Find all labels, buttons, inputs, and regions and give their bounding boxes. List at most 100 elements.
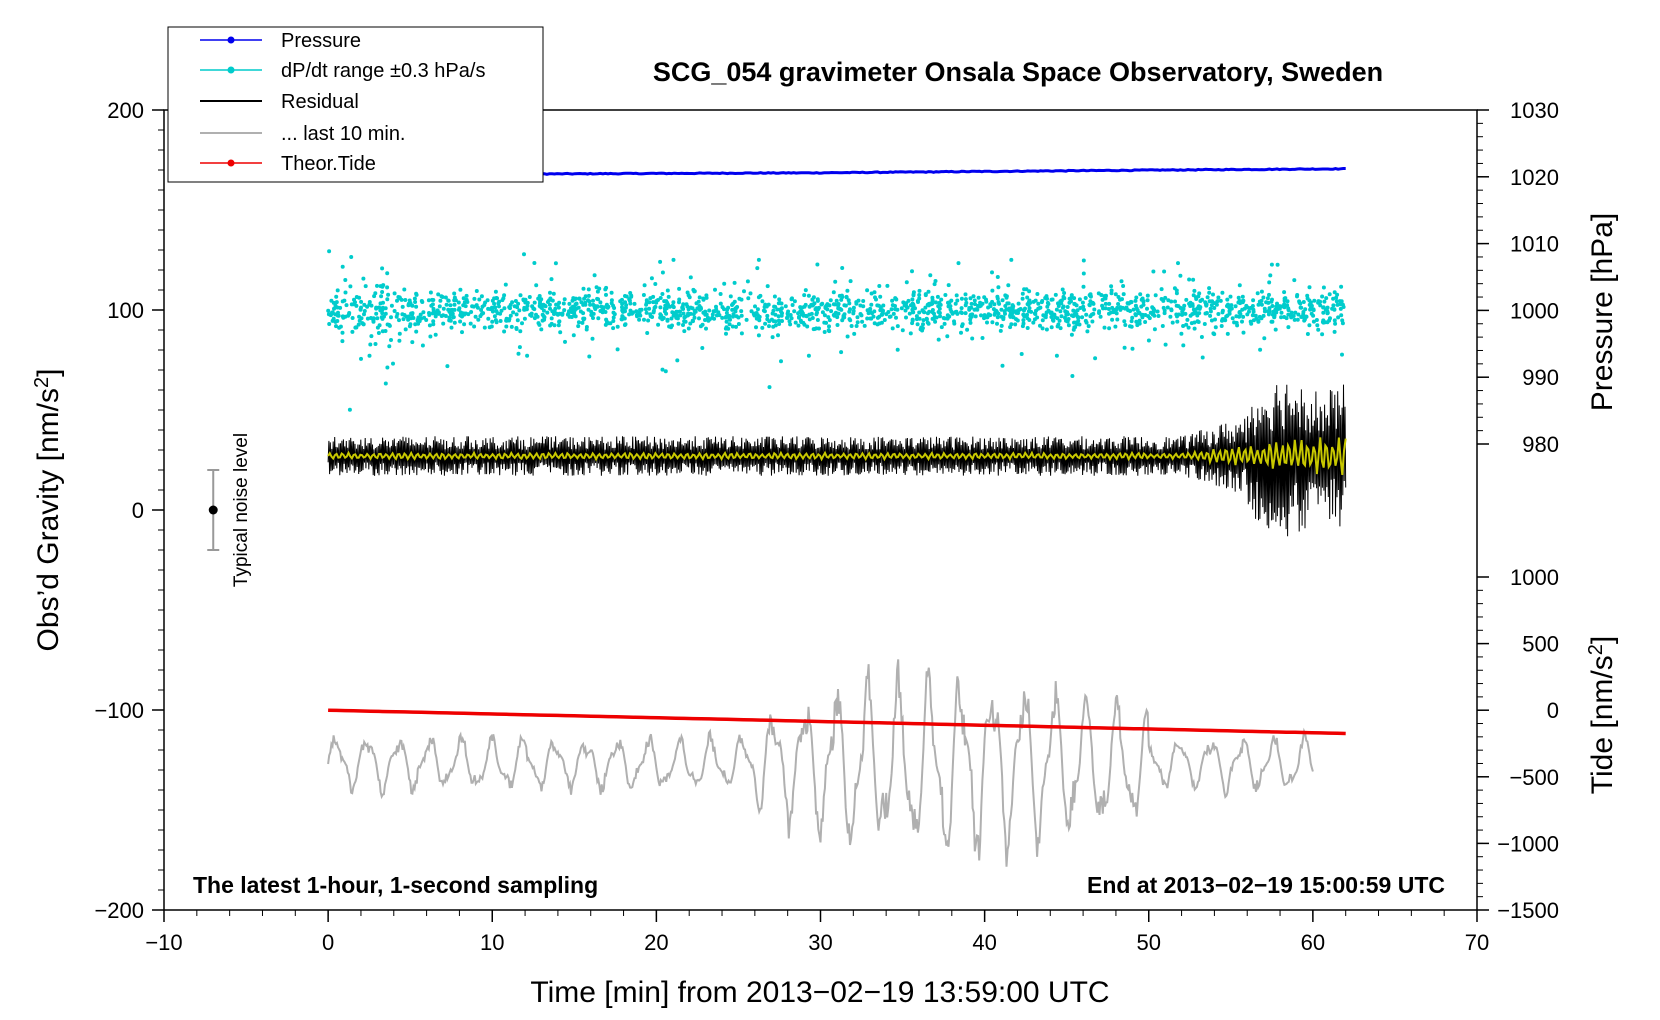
dpdt-point bbox=[1081, 304, 1086, 309]
dpdt-point bbox=[762, 309, 767, 314]
dpdt-point bbox=[1339, 299, 1344, 304]
dpdt-point bbox=[1146, 338, 1151, 343]
dpdt-point bbox=[1168, 314, 1173, 319]
dpdt-point bbox=[1137, 321, 1142, 326]
dpdt-point bbox=[1137, 318, 1142, 323]
dpdt-point bbox=[427, 323, 432, 328]
dpdt-point bbox=[720, 305, 725, 310]
dpdt-point bbox=[414, 329, 419, 334]
dpdt-point bbox=[986, 305, 991, 310]
dpdt-point bbox=[1055, 324, 1060, 329]
dpdt-point bbox=[341, 315, 346, 320]
dpdt-point bbox=[1022, 314, 1027, 319]
y-left-tick-label: 0 bbox=[132, 498, 144, 523]
dpdt-point bbox=[516, 301, 521, 306]
dpdt-point bbox=[736, 315, 741, 320]
dpdt-point bbox=[1126, 301, 1131, 306]
dpdt-point bbox=[631, 310, 636, 315]
dpdt-point bbox=[1119, 279, 1124, 284]
dpdt-point bbox=[1019, 352, 1024, 356]
dpdt-point bbox=[948, 307, 953, 312]
dpdt-point bbox=[1180, 312, 1185, 317]
dpdt-point bbox=[350, 329, 355, 334]
dpdt-point bbox=[1009, 257, 1014, 262]
dpdt-point bbox=[900, 328, 905, 333]
annotation-sampling: The latest 1-hour, 1-second sampling bbox=[193, 872, 598, 898]
dpdt-point bbox=[1275, 262, 1280, 267]
dpdt-point bbox=[458, 319, 463, 324]
dpdt-point bbox=[688, 311, 693, 316]
dpdt-point bbox=[1085, 329, 1090, 334]
dpdt-point bbox=[385, 297, 390, 302]
dpdt-point bbox=[1044, 327, 1049, 332]
dpdt-point bbox=[1295, 294, 1299, 299]
dpdt-point bbox=[525, 353, 530, 358]
dpdt-point bbox=[376, 331, 381, 335]
dpdt-point bbox=[1178, 306, 1183, 310]
dpdt-point bbox=[893, 304, 897, 308]
dpdt-point bbox=[1286, 325, 1291, 330]
dpdt-point bbox=[1296, 312, 1301, 317]
dpdt-point bbox=[1122, 319, 1127, 324]
dpdt-point bbox=[1316, 327, 1321, 332]
dpdt-point bbox=[637, 317, 642, 322]
dpdt-point bbox=[904, 315, 908, 320]
dpdt-point bbox=[470, 304, 475, 309]
dpdt-point bbox=[1198, 299, 1203, 303]
dpdt-point bbox=[868, 306, 873, 311]
dpdt-point bbox=[463, 304, 468, 309]
dpdt-point bbox=[1251, 307, 1256, 312]
dpdt-point bbox=[1320, 320, 1325, 324]
dpdt-point bbox=[482, 325, 487, 330]
dpdt-point bbox=[854, 324, 859, 328]
dpdt-point bbox=[1106, 307, 1111, 311]
dpdt-point bbox=[656, 298, 660, 302]
dpdt-point bbox=[683, 314, 688, 319]
dpdt-point bbox=[394, 314, 399, 319]
dpdt-point bbox=[1331, 303, 1336, 308]
dpdt-point bbox=[410, 340, 415, 345]
dpdt-point bbox=[395, 298, 399, 303]
dpdt-point bbox=[649, 276, 654, 281]
dpdt-point bbox=[681, 302, 686, 307]
dpdt-point bbox=[1004, 294, 1009, 299]
dpdt-point bbox=[723, 315, 728, 320]
dpdt-point bbox=[785, 316, 789, 320]
dpdt-point bbox=[990, 320, 995, 325]
dpdt-point bbox=[1113, 292, 1118, 297]
dpdt-point bbox=[383, 306, 388, 311]
dpdt-point bbox=[1059, 314, 1064, 319]
dpdt-point bbox=[428, 334, 433, 339]
pressure-tick-label: 1000 bbox=[1510, 298, 1559, 323]
noise-label: Typical noise level bbox=[231, 433, 252, 587]
dpdt-point bbox=[437, 304, 442, 309]
legend-label-last10: ... last 10 min. bbox=[281, 123, 406, 145]
dpdt-point bbox=[969, 301, 974, 306]
dpdt-point bbox=[604, 302, 609, 307]
dpdt-point bbox=[965, 327, 970, 332]
dpdt-point bbox=[1170, 320, 1175, 325]
dpdt-point bbox=[836, 311, 841, 316]
dpdt-point bbox=[770, 335, 775, 340]
dpdt-point bbox=[1010, 304, 1015, 309]
dpdt-point bbox=[692, 308, 697, 313]
dpdt-point bbox=[710, 312, 715, 317]
dpdt-point bbox=[1008, 314, 1013, 319]
dpdt-point bbox=[496, 301, 501, 306]
dpdt-point bbox=[1240, 294, 1245, 299]
dpdt-point bbox=[604, 292, 608, 297]
dpdt-point bbox=[827, 303, 832, 308]
dpdt-point bbox=[456, 300, 461, 305]
dpdt-point bbox=[728, 294, 733, 299]
dpdt-point bbox=[928, 273, 933, 278]
dpdt-point bbox=[1065, 305, 1070, 309]
dpdt-point bbox=[562, 297, 567, 302]
dpdt-point bbox=[809, 311, 814, 316]
dpdt-point bbox=[834, 298, 839, 303]
dpdt-point bbox=[380, 266, 385, 271]
dpdt-point bbox=[615, 324, 620, 329]
dpdt-point bbox=[1320, 332, 1325, 337]
dpdt-point bbox=[851, 311, 856, 316]
dpdt-point bbox=[660, 292, 665, 296]
dpdt-point bbox=[1003, 311, 1007, 316]
